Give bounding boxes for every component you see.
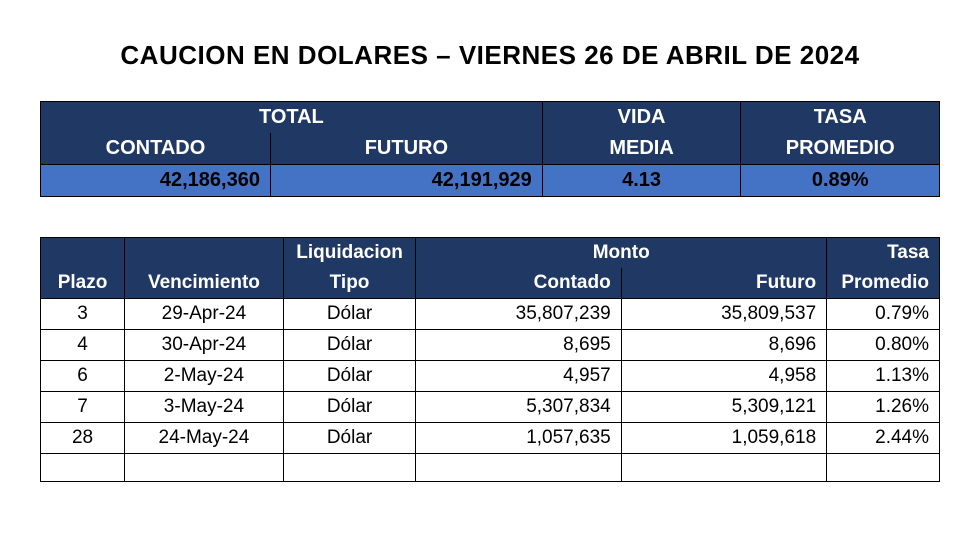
summary-table: TOTAL VIDA TASA CONTADO FUTURO MEDIA PRO… (40, 101, 940, 197)
summary-contado-value: 42,186,360 (41, 165, 271, 197)
cell-tasa: 1.26% (827, 392, 940, 423)
cell-plazo: 4 (41, 330, 125, 361)
summary-media-header: MEDIA (542, 133, 741, 165)
cell-plazo: 3 (41, 299, 125, 330)
cell-contado: 1,057,635 (416, 423, 621, 454)
empty-cell (125, 454, 284, 482)
detail-blank-1 (41, 238, 125, 269)
summary-tasa-promedio-value: 0.89% (741, 165, 940, 197)
summary-value-row: 42,186,360 42,191,929 4.13 0.89% (41, 165, 940, 197)
summary-header-row-2: CONTADO FUTURO MEDIA PROMEDIO (41, 133, 940, 165)
detail-vencimiento-header: Vencimiento (125, 268, 284, 299)
cell-contado: 35,807,239 (416, 299, 621, 330)
detail-table-body: 329-Apr-24Dólar35,807,23935,809,5370.79%… (41, 299, 940, 482)
detail-table: Liquidacion Monto Tasa Plazo Vencimiento… (40, 237, 940, 482)
cell-vencimiento: 30-Apr-24 (125, 330, 284, 361)
empty-cell (621, 454, 826, 482)
table-row: 329-Apr-24Dólar35,807,23935,809,5370.79% (41, 299, 940, 330)
summary-tasa-header: TASA (741, 102, 940, 134)
cell-tipo: Dólar (283, 361, 415, 392)
cell-tipo: Dólar (283, 299, 415, 330)
table-row: 430-Apr-24Dólar8,6958,6960.80% (41, 330, 940, 361)
cell-contado: 4,957 (416, 361, 621, 392)
cell-tipo: Dólar (283, 392, 415, 423)
cell-futuro: 5,309,121 (621, 392, 826, 423)
summary-header-row-1: TOTAL VIDA TASA (41, 102, 940, 134)
empty-cell (416, 454, 621, 482)
cell-contado: 8,695 (416, 330, 621, 361)
detail-liquidacion-header: Liquidacion (283, 238, 415, 269)
summary-futuro-value: 42,191,929 (270, 165, 542, 197)
detail-tipo-header: Tipo (283, 268, 415, 299)
cell-vencimiento: 24-May-24 (125, 423, 284, 454)
cell-futuro: 35,809,537 (621, 299, 826, 330)
summary-vida-media-value: 4.13 (542, 165, 741, 197)
cell-contado: 5,307,834 (416, 392, 621, 423)
summary-promedio-header: PROMEDIO (741, 133, 940, 165)
detail-monto-header: Monto (416, 238, 827, 269)
table-row-empty (41, 454, 940, 482)
summary-total-header: TOTAL (41, 102, 543, 134)
detail-plazo-header: Plazo (41, 268, 125, 299)
detail-header-row-1: Liquidacion Monto Tasa (41, 238, 940, 269)
cell-vencimiento: 2-May-24 (125, 361, 284, 392)
empty-cell (283, 454, 415, 482)
empty-cell (41, 454, 125, 482)
cell-futuro: 4,958 (621, 361, 826, 392)
table-row: 2824-May-24Dólar1,057,6351,059,6182.44% (41, 423, 940, 454)
report-page: CAUCION EN DOLARES – VIERNES 26 DE ABRIL… (0, 0, 980, 512)
cell-plazo: 6 (41, 361, 125, 392)
cell-vencimiento: 3-May-24 (125, 392, 284, 423)
detail-promedio-header: Promedio (827, 268, 940, 299)
cell-futuro: 1,059,618 (621, 423, 826, 454)
detail-futuro-header: Futuro (621, 268, 826, 299)
table-row: 62-May-24Dólar4,9574,9581.13% (41, 361, 940, 392)
cell-futuro: 8,696 (621, 330, 826, 361)
cell-tipo: Dólar (283, 330, 415, 361)
empty-cell (827, 454, 940, 482)
detail-header-row-2: Plazo Vencimiento Tipo Contado Futuro Pr… (41, 268, 940, 299)
cell-vencimiento: 29-Apr-24 (125, 299, 284, 330)
cell-tasa: 0.79% (827, 299, 940, 330)
cell-plazo: 7 (41, 392, 125, 423)
cell-tasa: 0.80% (827, 330, 940, 361)
cell-tasa: 1.13% (827, 361, 940, 392)
summary-vida-header: VIDA (542, 102, 741, 134)
summary-contado-header: CONTADO (41, 133, 271, 165)
cell-tasa: 2.44% (827, 423, 940, 454)
page-title: CAUCION EN DOLARES – VIERNES 26 DE ABRIL… (40, 40, 940, 71)
detail-blank-2 (125, 238, 284, 269)
cell-plazo: 28 (41, 423, 125, 454)
detail-tasa-header: Tasa (827, 238, 940, 269)
table-row: 73-May-24Dólar5,307,8345,309,1211.26% (41, 392, 940, 423)
cell-tipo: Dólar (283, 423, 415, 454)
summary-futuro-header: FUTURO (270, 133, 542, 165)
detail-contado-header: Contado (416, 268, 621, 299)
